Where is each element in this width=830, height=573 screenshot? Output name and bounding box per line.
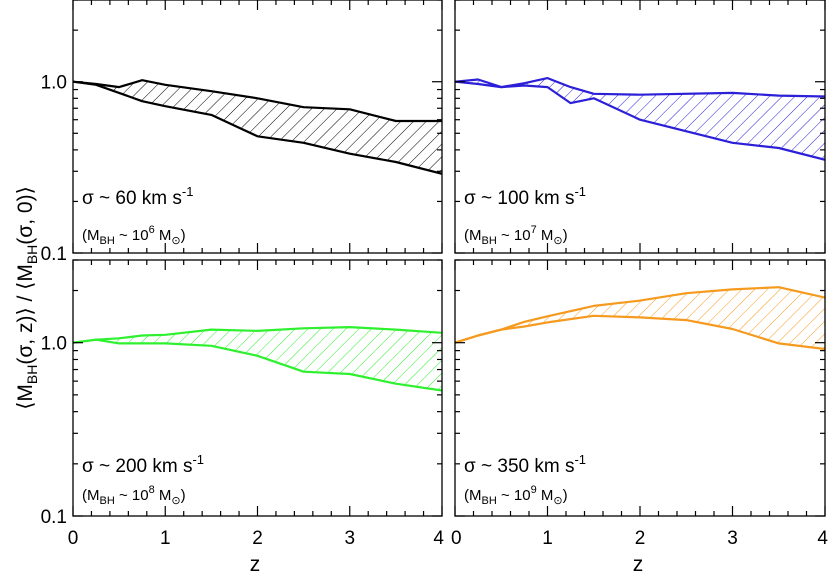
mass-subscript: BH — [482, 235, 497, 247]
mass-post: M — [155, 227, 172, 244]
sigma-label: σ ~ 100 km s-1 — [464, 184, 586, 209]
mass-exponent: 9 — [531, 484, 537, 496]
mass-pre: (M — [464, 487, 482, 504]
mass-subscript: BH — [100, 235, 115, 247]
mass-pre: (M — [464, 227, 482, 244]
sigma-label: σ ~ 350 km s-1 — [464, 452, 586, 477]
mass-close: ) — [563, 487, 568, 504]
lower-curve — [455, 314, 825, 351]
upper-curve — [73, 326, 442, 344]
x-axis-label: z — [633, 553, 644, 573]
y-tick-label: 1.0 — [41, 334, 67, 355]
y-tick-label: 1.0 — [41, 73, 67, 94]
x-tick-label: 0 — [451, 528, 462, 549]
x-tick-label: 4 — [433, 528, 444, 549]
x-tick-label: 0 — [68, 528, 79, 549]
mass-pre: (M — [82, 227, 100, 244]
panel-3: σ ~ 200 km s-1 (MBH ~ 108 M⊙) — [72, 259, 443, 517]
mass-exponent: 8 — [149, 484, 155, 496]
panel-frame — [72, 259, 443, 517]
x-tick-label: 2 — [635, 528, 646, 549]
mass-label: (MBH ~ 108 M⊙) — [82, 484, 186, 507]
mass-post: M — [537, 487, 554, 504]
x-tick-label: 2 — [252, 528, 263, 549]
y-axis-label: ⟨MBH(σ, z)⟩ / ⟨MBH(σ, 0)⟩ — [14, 186, 40, 410]
y-tick-label: 0.1 — [41, 244, 67, 265]
sun-symbol: ⊙ — [171, 495, 180, 507]
upper-curve — [73, 79, 442, 123]
panels: σ ~ 60 km s-1(MBH ~ 106 M⊙)σ ~ 100 km s-… — [72, 0, 826, 517]
sun-symbol: ⊙ — [553, 235, 562, 247]
mass-mid: ~ 10 — [497, 227, 531, 244]
mass-close: ) — [563, 227, 568, 244]
sigma-label-exponent: -1 — [574, 452, 586, 467]
lower-curve — [73, 338, 442, 392]
mass-post: M — [155, 487, 172, 504]
mass-subscript: BH — [482, 495, 497, 507]
sigma-label: σ ~ 60 km s-1 — [82, 184, 193, 209]
lower-curve — [73, 80, 442, 175]
hatched-band — [73, 80, 442, 174]
sigma-label-exponent: -1 — [574, 184, 586, 199]
mass-mid: ~ 10 — [497, 487, 531, 504]
sigma-label-text: σ ~ 350 km s — [464, 456, 574, 477]
mass-mid: ~ 10 — [115, 487, 149, 504]
plot-area — [455, 286, 825, 351]
mass-close: ) — [181, 487, 186, 504]
sun-symbol: ⊙ — [171, 235, 180, 247]
mass-exponent: 7 — [531, 224, 537, 236]
mass-post: M — [537, 227, 554, 244]
mass-pre: (M — [82, 487, 100, 504]
mass-close: ) — [181, 227, 186, 244]
y-tick-labels: 0.1 1.0 0.1 1.0 — [41, 73, 67, 528]
hatched-band — [455, 287, 825, 349]
plot-area — [73, 79, 442, 175]
sigma-label-text: σ ~ 100 km s — [464, 188, 574, 209]
panel-1: σ ~ 60 km s-1 (MBH ~ 106 M⊙) — [72, 0, 443, 254]
mass-label: (MBH ~ 106 M⊙) — [82, 224, 186, 247]
plot-area — [455, 77, 825, 161]
mass-label: (MBH ~ 107 M⊙) — [464, 224, 568, 247]
mass-mid: ~ 10 — [115, 227, 149, 244]
x-tick-label: 1 — [160, 528, 171, 549]
mass-label: (MBH ~ 109 M⊙) — [464, 484, 568, 507]
panel-4: σ ~ 350 km s-1 (MBH ~ 109 M⊙) — [454, 259, 826, 517]
x-tick-label: 1 — [542, 528, 553, 549]
y-tick-label: 0.1 — [41, 507, 67, 528]
x-axis-label: z — [250, 553, 261, 573]
plot-area — [73, 326, 442, 392]
x-tick-label: 3 — [344, 528, 355, 549]
lower-curve — [455, 80, 825, 161]
sigma-label-exponent: -1 — [182, 184, 194, 199]
sigma-label-text: σ ~ 200 km s — [82, 456, 192, 477]
x-tick-label: 4 — [817, 528, 828, 549]
x-tick-label: 3 — [727, 528, 738, 549]
sigma-label-exponent: -1 — [192, 452, 204, 467]
mass-exponent: 6 — [149, 224, 155, 236]
panel-2: σ ~ 100 km s-1 (MBH ~ 107 M⊙) — [454, 0, 826, 254]
sigma-label-text: σ ~ 60 km s — [82, 188, 182, 209]
sigma-label: σ ~ 200 km s-1 — [82, 452, 204, 477]
upper-curve — [455, 77, 825, 98]
sun-symbol: ⊙ — [553, 495, 562, 507]
mass-subscript: BH — [100, 495, 115, 507]
